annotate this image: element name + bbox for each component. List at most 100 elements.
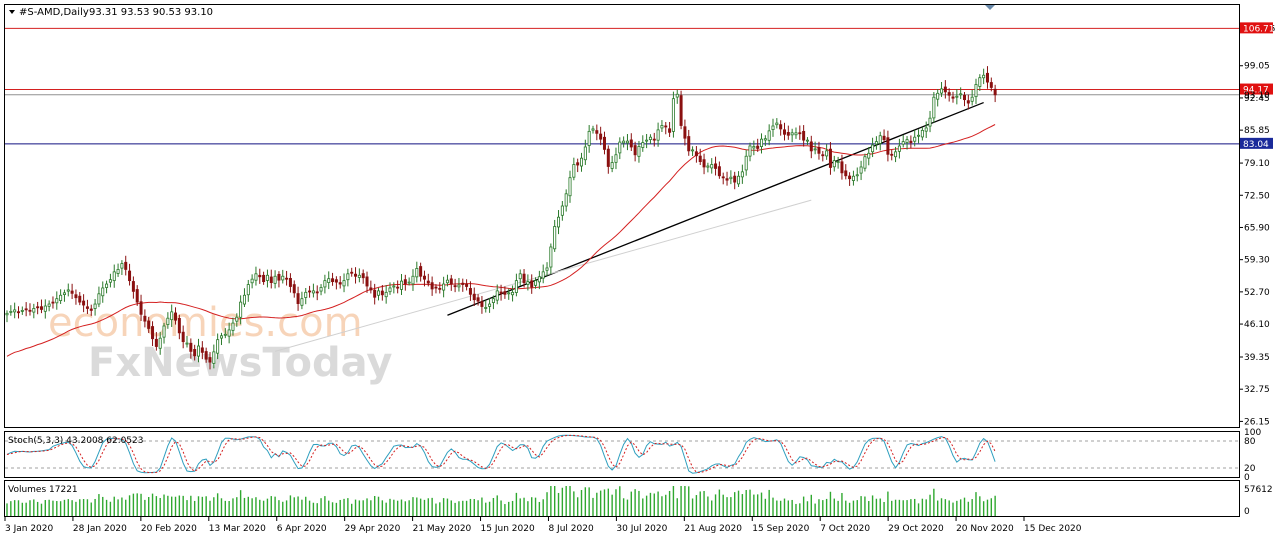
dropdown-arrow-icon[interactable] — [9, 10, 15, 14]
candle-body — [101, 287, 105, 297]
x-tick-label: 7 Oct 2020 — [820, 524, 870, 534]
candle-body — [913, 136, 917, 142]
candle — [560, 201, 564, 221]
candle — [285, 270, 289, 286]
candle-body — [557, 216, 561, 228]
candle-body — [59, 294, 63, 301]
candle-body — [154, 338, 158, 347]
candle — [273, 270, 277, 289]
candle — [537, 270, 541, 290]
candle-body — [434, 286, 438, 289]
candle-body — [499, 291, 503, 294]
candle-body — [319, 287, 323, 292]
candle — [599, 126, 603, 146]
stoch-axis-label: 100 — [1244, 428, 1261, 438]
candle — [62, 289, 66, 302]
candle-body — [262, 274, 266, 283]
candle-body — [74, 294, 78, 299]
candle — [813, 141, 817, 155]
candle — [511, 285, 515, 302]
candle — [419, 262, 423, 282]
candle — [840, 154, 844, 180]
candle-body — [208, 357, 212, 363]
candle — [989, 77, 993, 92]
candle — [886, 130, 890, 162]
candle-body — [572, 164, 576, 178]
candle-body — [721, 176, 725, 179]
candle — [809, 135, 813, 159]
candle-body — [51, 301, 55, 304]
candle-body — [380, 290, 384, 296]
y-tick-label: 85.85 — [1244, 126, 1270, 136]
candle-body — [894, 151, 898, 158]
candle-body — [365, 276, 369, 287]
candle — [105, 280, 109, 294]
candle-body — [671, 98, 675, 132]
level-tag-label: 106.71 — [1243, 24, 1275, 34]
candle-body — [235, 316, 239, 322]
volume-panel: 57612 0 — [6, 485, 1273, 517]
candle — [943, 80, 947, 99]
level-tag-box — [1240, 83, 1273, 95]
candle — [874, 136, 878, 150]
candle-body — [70, 290, 74, 294]
candle-body — [836, 161, 840, 164]
stoch-axis-label: 20 — [1244, 464, 1256, 474]
x-tick-label: 29 Apr 2020 — [345, 524, 401, 534]
candle-body — [625, 140, 629, 144]
candle-body — [468, 288, 472, 295]
candle-body — [989, 82, 993, 88]
candle-body — [951, 96, 955, 99]
candle-body — [219, 335, 223, 339]
candle — [269, 269, 273, 289]
candle-body — [779, 124, 783, 130]
candle — [963, 91, 967, 107]
candle — [411, 269, 415, 291]
x-tick-label: 20 Nov 2020 — [956, 524, 1014, 534]
candle-body — [809, 141, 813, 152]
current-price-label: 93.10 — [1244, 91, 1270, 101]
candle-body — [453, 285, 457, 288]
candle-body — [296, 293, 300, 304]
candle-body — [928, 117, 932, 127]
candle-body — [756, 145, 760, 149]
candle-body — [641, 142, 645, 148]
price-axis: 106.6599.0592.4585.8579.1072.5065.9059.3… — [1239, 25, 1276, 427]
candle — [292, 280, 296, 298]
candle — [350, 267, 354, 277]
candle-body — [357, 274, 361, 278]
candle-body — [304, 291, 308, 298]
candle — [507, 288, 511, 300]
candle-body — [158, 337, 162, 349]
candle — [239, 295, 243, 325]
candle — [821, 150, 825, 162]
candle — [78, 292, 82, 306]
candle — [652, 132, 656, 147]
candle — [24, 302, 28, 317]
candle — [181, 325, 185, 349]
scroll-marker-icon[interactable] — [985, 5, 995, 10]
candle — [595, 124, 599, 141]
candle — [622, 136, 626, 148]
candle — [641, 135, 645, 152]
candle-body — [120, 263, 124, 269]
candle — [828, 142, 832, 175]
candle-body — [940, 88, 944, 94]
candle — [583, 139, 587, 165]
candle-body — [491, 298, 495, 303]
candle — [116, 263, 120, 277]
candle-body — [204, 351, 208, 360]
candle — [698, 148, 702, 165]
candle — [794, 127, 798, 139]
candle-body — [817, 147, 821, 154]
x-tick-label: 13 Mar 2020 — [209, 524, 266, 534]
candle-body — [714, 163, 718, 169]
candle — [763, 135, 767, 147]
candle-body — [461, 282, 465, 285]
candle — [434, 284, 438, 294]
candle — [549, 243, 553, 275]
candle-body — [583, 146, 587, 161]
candle — [717, 161, 721, 179]
candle-body — [786, 132, 790, 136]
